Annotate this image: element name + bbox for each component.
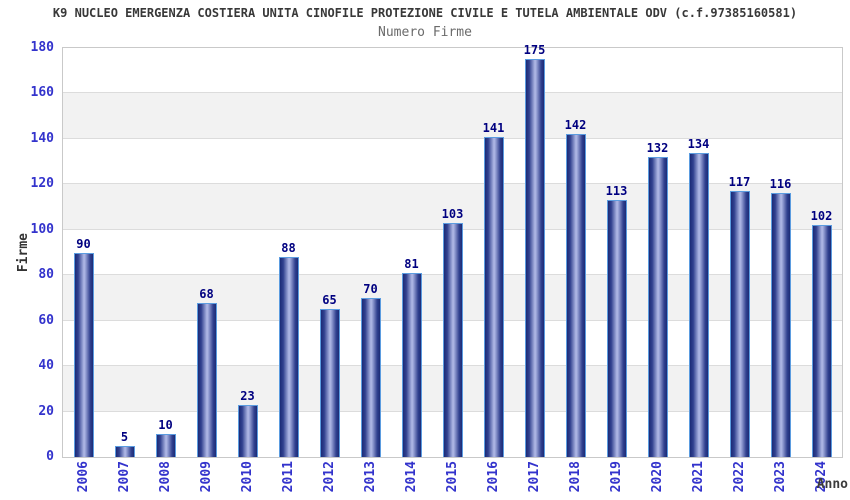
y-tick-label: 0 (46, 449, 54, 464)
x-tick-label: 2018 (567, 461, 583, 493)
bar-value-label: 141 (482, 120, 505, 135)
bar-2019 (606, 200, 627, 457)
bar-value-label: 113 (605, 184, 628, 199)
bar-value-label: 103 (441, 206, 464, 221)
bar-2016 (483, 136, 504, 457)
grid-band (63, 138, 842, 185)
bar-2020 (647, 157, 668, 457)
bar-2021 (688, 152, 709, 457)
x-tick-label: 2020 (649, 461, 665, 493)
bar-2015 (442, 222, 463, 457)
grid-line (63, 183, 842, 185)
x-tick-label: 2012 (321, 461, 337, 493)
bar-2014 (401, 272, 422, 457)
x-tick-label: 2014 (403, 461, 419, 493)
grid-band (63, 48, 842, 94)
chart-title: K9 NUCLEO EMERGENZA COSTIERA UNITA CINOF… (52, 6, 798, 20)
y-tick-label: 60 (38, 312, 54, 328)
x-axis-title: Anno (816, 477, 848, 492)
x-tick-label: 2017 (526, 461, 542, 493)
grid-line (63, 137, 842, 139)
y-tick-label: 20 (38, 403, 54, 419)
y-tick-label: 40 (38, 358, 54, 374)
bar-value-label: 23 (240, 388, 255, 403)
bar-2018 (565, 134, 586, 457)
x-tick-label: 2021 (690, 461, 706, 493)
x-tick-label: 2013 (362, 461, 378, 493)
bar-2023 (770, 193, 791, 457)
bar-value-label: 65 (322, 293, 337, 308)
grid-band (63, 184, 842, 230)
bar-2009 (196, 302, 217, 457)
x-tick-label: 2015 (444, 461, 460, 493)
x-tick-label: 2009 (198, 461, 214, 493)
bar-value-label: 175 (523, 43, 546, 58)
x-tick-label: 2010 (239, 461, 255, 493)
y-tick-label: 180 (30, 40, 54, 55)
x-tick-label: 2016 (485, 461, 501, 493)
bar-2012 (319, 309, 340, 457)
y-tick-label: 140 (30, 130, 54, 146)
x-tick-label: 2019 (608, 461, 624, 493)
bar-value-label: 81 (404, 256, 419, 271)
bar-value-label: 142 (564, 118, 587, 133)
bar-value-label: 70 (363, 281, 378, 296)
bar-value-label: 134 (687, 136, 710, 151)
x-tick-label: 2023 (772, 461, 788, 493)
x-tick-label: 2011 (280, 461, 296, 493)
grid-line (63, 92, 842, 94)
bar-value-label: 5 (120, 429, 129, 444)
bar-2017 (524, 59, 545, 457)
bar-value-label: 68 (199, 286, 214, 301)
x-tick-label: 2022 (731, 461, 747, 493)
bar-2010 (237, 404, 258, 457)
x-tick-label: 2008 (157, 461, 173, 493)
x-tick-label: 2007 (116, 461, 132, 493)
chart-subtitle: Numero Firme (378, 25, 472, 40)
bar-2011 (278, 257, 299, 457)
bar-value-label: 102 (810, 209, 833, 224)
bar-value-label: 132 (646, 141, 669, 156)
grid-band (63, 93, 842, 139)
bar-value-label: 10 (158, 418, 173, 433)
bar-2007 (114, 445, 135, 457)
y-tick-label: 120 (30, 176, 54, 192)
bar-2006 (73, 252, 94, 457)
bar-value-label: 90 (76, 236, 91, 251)
bar-2022 (729, 191, 750, 457)
plot-area: 90 5 10 68 23 88 65 70 81 103 141 175 142 113 132 134 11… (62, 43, 843, 458)
y-tick-label: 160 (30, 85, 54, 101)
bar-value-label: 117 (728, 175, 751, 190)
bar-2008 (155, 434, 176, 457)
x-tick-label: 2006 (75, 461, 91, 493)
bar-value-label: 88 (281, 241, 296, 256)
y-tick-label: 100 (30, 221, 54, 237)
bar-value-label: 116 (769, 177, 792, 192)
bar-2013 (360, 297, 381, 457)
bar-2024 (811, 225, 832, 457)
y-tick-label: 80 (38, 267, 54, 283)
